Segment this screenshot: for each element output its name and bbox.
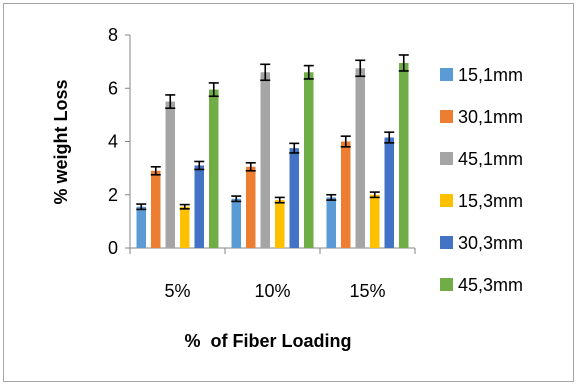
y-tick-label: 6 <box>108 78 118 98</box>
y-tick-label: 4 <box>108 132 118 152</box>
bar <box>260 72 270 249</box>
bar <box>399 62 409 248</box>
bar <box>370 194 380 248</box>
plot-area: 0 2 4 6 8 5% 10% 15% <box>108 25 416 301</box>
bar <box>341 141 351 248</box>
bar <box>326 197 336 248</box>
x-axis-title: % of Fiber Loading <box>185 331 352 351</box>
bar <box>355 68 365 248</box>
bar <box>136 206 146 248</box>
legend: 15,1mm 30,1mm 45,1mm 15,3mm 30,3mm 45,3mm <box>440 65 523 295</box>
x-tick-label: 15% <box>349 281 385 301</box>
legend-label: 15,1mm <box>458 65 523 85</box>
legend-swatch <box>440 68 453 81</box>
y-tick-label: 8 <box>108 25 118 45</box>
legend-label: 30,1mm <box>458 107 523 127</box>
bar <box>151 170 161 248</box>
bar <box>209 89 219 248</box>
bar <box>246 166 256 248</box>
bar <box>180 206 190 248</box>
y-tick-label: 0 <box>108 238 118 258</box>
legend-label: 30,3mm <box>458 233 523 253</box>
legend-label: 45,3mm <box>458 275 523 295</box>
legend-swatch <box>440 278 453 291</box>
legend-swatch <box>440 194 453 207</box>
x-tick-label: 5% <box>164 281 190 301</box>
bar <box>275 200 285 248</box>
bar <box>231 198 241 248</box>
legend-swatch <box>440 152 453 165</box>
bar <box>194 165 204 248</box>
y-tick-label: 2 <box>108 185 118 205</box>
bar <box>165 101 175 248</box>
legend-swatch <box>440 236 453 249</box>
bar <box>304 72 314 249</box>
x-tick-label: 10% <box>254 281 290 301</box>
bar <box>289 148 299 248</box>
legend-label: 45,1mm <box>458 149 523 169</box>
y-axis-title: % weight Loss <box>51 79 71 204</box>
legend-swatch <box>440 110 453 123</box>
legend-label: 15,3mm <box>458 191 523 211</box>
bar <box>384 137 394 248</box>
chart-frame <box>3 3 574 382</box>
